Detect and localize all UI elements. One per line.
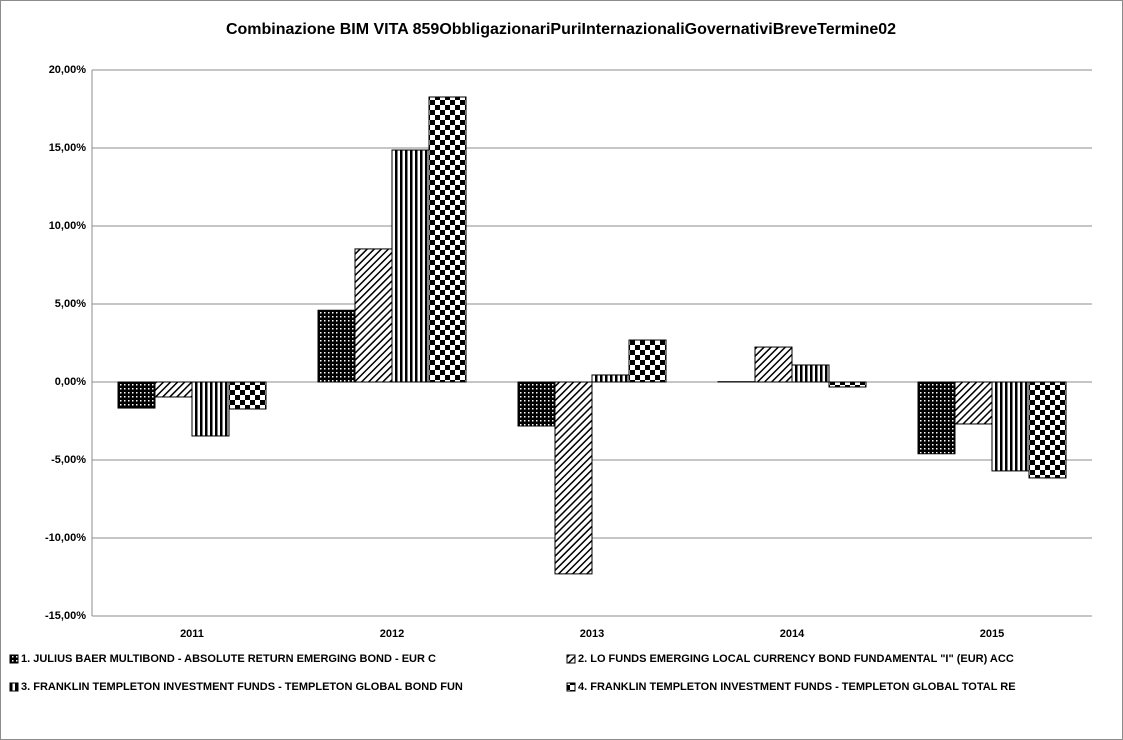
legend-label: 4. FRANKLIN TEMPLETON INVESTMENT FUNDS -… [578,681,1016,693]
bar [391,149,430,383]
bar [428,96,467,383]
x-tick-label: 2012 [380,628,404,640]
bar [154,381,193,398]
bar [791,364,830,383]
bar [228,381,267,410]
legend-swatch [9,654,19,664]
bar [754,346,793,383]
bar [517,381,556,427]
x-tick-label: 2014 [780,628,805,640]
y-tick-label: 5,00% [55,298,86,310]
bar [991,381,1030,472]
bar [1028,381,1067,479]
y-tick-label: -15,00% [45,610,86,622]
x-tick-label: 2015 [980,628,1004,640]
y-tick-label: 15,00% [49,142,87,154]
bar [317,309,356,383]
bar [354,248,393,383]
legend-swatch [566,654,576,664]
bar [917,381,956,455]
legend-label: 3. FRANKLIN TEMPLETON INVESTMENT FUNDS -… [21,681,463,693]
bar [191,381,230,437]
bar [591,374,630,383]
y-tick-label: 20,00% [49,64,87,76]
x-tick-label: 2011 [180,628,204,640]
x-tick-label: 2013 [580,628,604,640]
bar [554,381,593,575]
bar [954,381,993,425]
legend-swatch [9,682,19,692]
legend-label: 1. JULIUS BAER MULTIBOND - ABSOLUTE RETU… [21,653,436,665]
y-tick-label: -5,00% [51,454,86,466]
y-tick-label: 10,00% [49,220,87,232]
y-tick-label: 0,00% [55,376,86,388]
legend-label: 2. LO FUNDS EMERGING LOCAL CURRENCY BOND… [578,653,1014,665]
bar [628,339,667,383]
chart-title: Combinazione BIM VITA 859ObbligazionariP… [226,21,896,38]
y-tick-label: -10,00% [45,532,86,544]
legend-swatch [566,682,576,692]
bar [117,381,156,409]
bar [828,381,867,388]
